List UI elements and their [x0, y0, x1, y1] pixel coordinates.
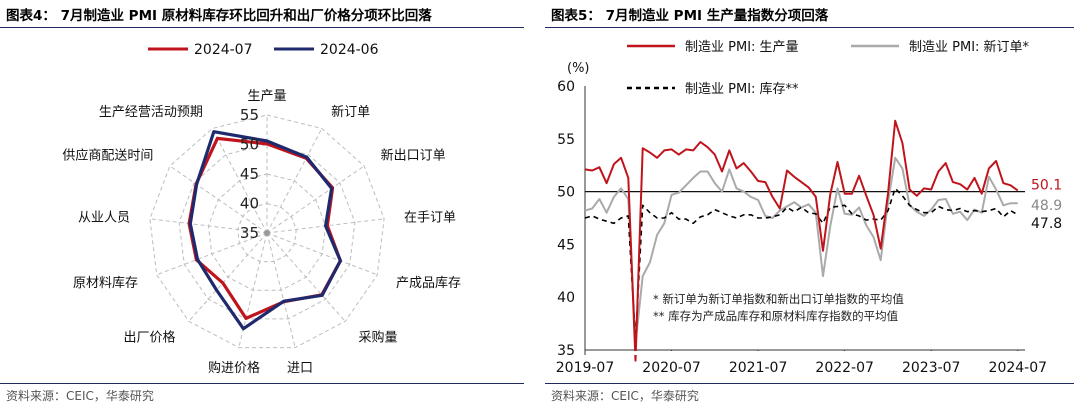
radar-spoke: [149, 218, 268, 234]
radar-axis-label: 新订单: [331, 104, 370, 120]
radar-axis-label: 新出口订单: [381, 148, 446, 164]
radar-spoke: [156, 232, 268, 276]
radar-axis-label: 从业人员: [78, 210, 130, 225]
radar-grid-ring-45: [207, 173, 327, 291]
radar-axis-label: 生产量: [247, 89, 286, 104]
radar-tick-label: 35: [240, 224, 259, 242]
end-value-label: 50.1: [1031, 178, 1062, 194]
series-line-1: [584, 156, 1018, 345]
radar-axis-label: 采购量: [359, 329, 398, 345]
radar-axis-label: 原材料库存: [73, 275, 138, 291]
legend-label: 制造业 PMI: 库存**: [685, 81, 799, 97]
radar-tick-label: 50: [240, 136, 259, 154]
radar-grid-ring-50: [178, 143, 356, 320]
radar-spoke: [266, 165, 365, 234]
radar-grid-ring-40: [237, 202, 297, 263]
series-line-2: [584, 187, 1019, 343]
left-title-rule: [0, 27, 524, 28]
right-bottom-rule: [545, 383, 1074, 384]
radar-series-2024-06: [188, 130, 342, 331]
legend-label: 2024-07: [194, 42, 253, 58]
y-tick-label: 35: [557, 343, 575, 359]
radar-axis-label: 生产经营活动预期: [99, 105, 203, 120]
left-figure-panel: 图表4： 7月制造业 PMI 原材料库存环比回升和出厂价格分项环比回落 35 40…: [0, 0, 530, 410]
left-bottom-rule: [0, 383, 524, 384]
right-figure-panel: 图表5： 7月制造业 PMI 生产量指数分项回落 (%) 35 40 45 50 55 60…: [545, 0, 1080, 410]
series-line-0: [584, 119, 1019, 362]
radar-axis-label: 产成品库存: [396, 275, 461, 291]
right-figure-title: 图表5： 7月制造业 PMI 生产量指数分项回落: [551, 8, 829, 24]
radar-spoke: [188, 232, 268, 322]
radar-axis-label: 进口: [287, 361, 313, 376]
x-tick-label: 2020-07: [642, 360, 701, 376]
y-tick-label: 55: [557, 132, 575, 148]
radar-spoke: [238, 232, 268, 348]
radar-axis-label: 出厂价格: [123, 329, 175, 345]
x-tick-label: 2019-07: [556, 360, 615, 376]
radar-axis-label: 在手订单: [404, 210, 456, 225]
radar-spoke: [266, 232, 346, 322]
y-tick-label: 45: [557, 237, 575, 253]
radar-tick-label: 45: [240, 165, 259, 183]
x-tick-label: 2023-07: [902, 360, 961, 376]
radar-spoke: [211, 128, 268, 234]
y-tick-label: 50: [557, 185, 575, 201]
axis-clip-mask: [586, 351, 1026, 355]
legend-label: 制造业 PMI: 新订单*: [909, 39, 1030, 55]
legend-label: 制造业 PMI: 生产量: [685, 40, 799, 55]
radar-spoke: [266, 232, 296, 348]
line-chart: (%) 35 40 45 50 55 60 2019-07 2020-07 2021-07 2022…: [556, 39, 1062, 376]
radar-center-dot: [264, 230, 270, 236]
right-source-note: 资料来源：CEIC，华泰研究: [551, 389, 699, 403]
chart-footnote: * 新订单为新订单指数和新出口订单指数的平均值: [653, 292, 904, 306]
y-axis-unit-label: (%): [567, 61, 590, 76]
right-title-rule: [545, 27, 1074, 28]
left-figure-title: 图表4： 7月制造业 PMI 原材料库存环比回升和出厂价格分项环比回落: [6, 8, 432, 24]
y-tick-label: 60: [557, 79, 575, 95]
radar-tick-label: 40: [240, 195, 259, 213]
radar-axis-label: 供应商配送时间: [62, 148, 153, 164]
y-tick-label: 40: [557, 290, 575, 306]
end-value-label: 48.9: [1031, 198, 1062, 214]
radar-spoke: [266, 128, 323, 234]
radar-spoke: [266, 232, 378, 276]
left-source-note: 资料来源：CEIC，华泰研究: [6, 389, 154, 403]
radar-grid-ring-55: [149, 114, 385, 349]
end-value-label: 47.8: [1031, 216, 1062, 232]
radar-spoke: [169, 165, 268, 234]
x-tick-label: 2021-07: [729, 360, 788, 376]
x-tick-label: 2022-07: [815, 360, 874, 376]
x-tick-label: 2024-07: [989, 360, 1047, 376]
chart-footnote: ** 库存为产成品库存和原材料库存指数的平均值: [653, 309, 899, 323]
radar-series-2024-07: [187, 136, 342, 320]
radar-axis-label: 购进价格: [208, 360, 260, 376]
legend-label: 2024-06: [320, 42, 379, 58]
radar-tick-label: 55: [240, 106, 259, 124]
